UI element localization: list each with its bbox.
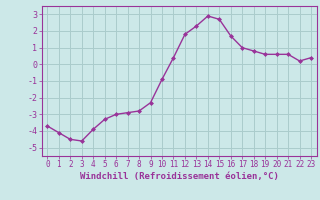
X-axis label: Windchill (Refroidissement éolien,°C): Windchill (Refroidissement éolien,°C) xyxy=(80,172,279,181)
